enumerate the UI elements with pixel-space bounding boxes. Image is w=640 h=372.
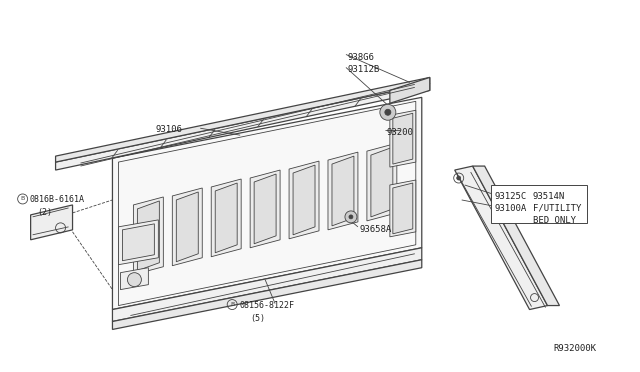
- Polygon shape: [371, 147, 393, 217]
- Polygon shape: [120, 268, 148, 290]
- Polygon shape: [118, 220, 158, 265]
- Polygon shape: [122, 224, 154, 261]
- Circle shape: [345, 211, 357, 223]
- Polygon shape: [215, 183, 237, 253]
- Text: 93100A: 93100A: [495, 204, 527, 213]
- Circle shape: [127, 273, 141, 286]
- Text: 93658A: 93658A: [360, 225, 392, 234]
- Polygon shape: [172, 188, 202, 266]
- Text: 93514N: 93514N: [532, 192, 564, 201]
- Circle shape: [385, 109, 391, 115]
- Text: (5): (5): [250, 314, 265, 323]
- Polygon shape: [390, 180, 416, 237]
- Polygon shape: [393, 113, 413, 164]
- Polygon shape: [56, 83, 430, 170]
- Polygon shape: [332, 156, 354, 226]
- Text: F/UTILITY: F/UTILITY: [532, 204, 581, 213]
- Text: 0816B-6161A: 0816B-6161A: [29, 195, 84, 205]
- Polygon shape: [367, 143, 397, 221]
- Text: 08156-8122F: 08156-8122F: [239, 301, 294, 310]
- Polygon shape: [133, 197, 163, 275]
- Circle shape: [349, 215, 353, 219]
- Text: 938G6: 938G6: [348, 52, 375, 61]
- Polygon shape: [31, 205, 72, 240]
- Text: BED ONLY: BED ONLY: [532, 216, 575, 225]
- Polygon shape: [328, 152, 358, 230]
- Text: 93112B: 93112B: [348, 65, 380, 74]
- Text: 93106: 93106: [156, 125, 182, 134]
- Polygon shape: [113, 260, 422, 330]
- Polygon shape: [250, 170, 280, 248]
- Polygon shape: [390, 110, 416, 167]
- Text: B: B: [230, 302, 234, 307]
- Polygon shape: [113, 97, 422, 310]
- Text: 93125C: 93125C: [495, 192, 527, 201]
- Text: 93200: 93200: [387, 128, 413, 137]
- Polygon shape: [56, 77, 430, 162]
- Polygon shape: [473, 166, 559, 305]
- Polygon shape: [293, 165, 315, 235]
- FancyBboxPatch shape: [491, 185, 588, 223]
- Polygon shape: [390, 77, 430, 103]
- Polygon shape: [454, 166, 547, 310]
- Polygon shape: [254, 174, 276, 244]
- Polygon shape: [113, 248, 422, 321]
- Polygon shape: [176, 192, 198, 262]
- Circle shape: [457, 176, 461, 180]
- Text: (2): (2): [38, 208, 52, 217]
- Text: R932000K: R932000K: [554, 344, 596, 353]
- Polygon shape: [138, 201, 159, 271]
- Polygon shape: [393, 183, 413, 234]
- Text: B: B: [20, 196, 25, 202]
- Polygon shape: [289, 161, 319, 239]
- Polygon shape: [211, 179, 241, 257]
- Circle shape: [380, 104, 396, 120]
